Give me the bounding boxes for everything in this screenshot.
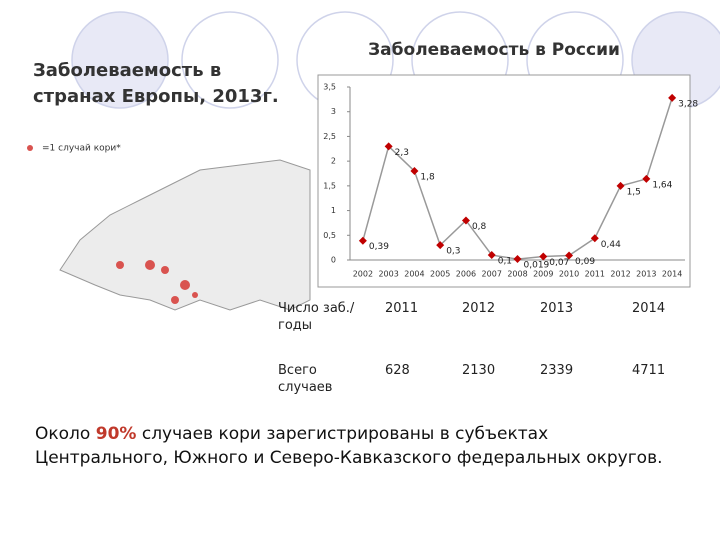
value-label: 1,64: [652, 180, 672, 190]
value-label: 1,8: [420, 173, 435, 183]
value-label: 0,07: [549, 258, 569, 268]
y-tick-label: 0: [331, 256, 336, 265]
point: [668, 93, 677, 102]
point: [616, 181, 625, 190]
x-tick-label: 2010: [559, 270, 579, 279]
table-cell: 2339: [540, 363, 574, 378]
table-cell: 2011: [385, 301, 419, 316]
table-cell: 2130: [462, 363, 496, 378]
y-tick-label: 3,5: [323, 83, 336, 92]
map: [59, 159, 311, 311]
point: [436, 241, 445, 250]
table-cell: 2014: [632, 301, 666, 316]
x-tick-label: 2008: [507, 270, 527, 279]
point: [384, 142, 393, 151]
x-tick-label: 2003: [378, 270, 398, 279]
value-label: 0,3: [446, 247, 460, 257]
note: Около 90% случаев кори зарегистрированы …: [35, 422, 675, 470]
x-tick-label: 2006: [456, 270, 476, 279]
legend-dot: [27, 145, 33, 151]
map-title: Заболеваемость в странах Европы, 2013г.: [33, 60, 279, 107]
table-cell: 2012: [462, 301, 496, 316]
point: [358, 236, 367, 245]
value-label: 3,28: [678, 99, 698, 109]
point: [539, 252, 548, 261]
point: [410, 167, 419, 176]
x-tick-label: 2011: [585, 270, 605, 279]
x-tick-label: 2002: [353, 270, 373, 279]
point: [642, 174, 651, 183]
x-tick-label: 2007: [482, 270, 502, 279]
x-tick-label: 2004: [404, 270, 424, 279]
table-cell: 628: [385, 363, 410, 378]
y-tick-label: 0,5: [323, 231, 336, 240]
decor: [71, 11, 720, 109]
value-label: 0,09: [575, 257, 595, 267]
value-label: 0,44: [601, 240, 621, 250]
x-tick-label: 2005: [430, 270, 450, 279]
point: [487, 251, 496, 260]
value-label: 0,019: [524, 261, 550, 271]
point: [461, 216, 470, 225]
table-cell: 4711: [632, 363, 666, 378]
y-tick-label: 1: [331, 206, 336, 215]
table-cell: Всего случаев: [278, 363, 333, 395]
y-tick-label: 2: [331, 157, 336, 166]
chart-title: Заболеваемость в России: [368, 40, 620, 60]
note-highlight: 90%: [95, 424, 137, 444]
note-text: Около: [35, 424, 96, 444]
table-cell: Число заб./годы: [278, 301, 355, 333]
map-legend: =1 случай кори*: [42, 144, 121, 154]
y-tick-label: 2,5: [323, 132, 336, 141]
x-tick-label: 2013: [636, 270, 656, 279]
chart-frame: [317, 74, 691, 288]
value-label: 0,8: [472, 222, 487, 232]
value-label: 0,39: [369, 242, 389, 252]
value-label: 2,3: [395, 148, 409, 158]
x-tick-label: 2012: [610, 270, 630, 279]
x-tick-label: 2014: [662, 270, 682, 279]
value-label: 0,1: [498, 257, 512, 267]
note-text: случаев кори зарегистрированы в субъекта…: [35, 424, 663, 468]
point: [590, 234, 599, 243]
value-label: 1,5: [627, 187, 641, 197]
point: [513, 255, 522, 264]
point: [565, 251, 574, 260]
map-dots: [116, 260, 198, 304]
y-tick-label: 3: [331, 107, 336, 116]
x-tick-label: 2009: [533, 270, 553, 279]
y-tick-label: 1,5: [323, 181, 336, 190]
table-cell: 2013: [540, 301, 574, 316]
